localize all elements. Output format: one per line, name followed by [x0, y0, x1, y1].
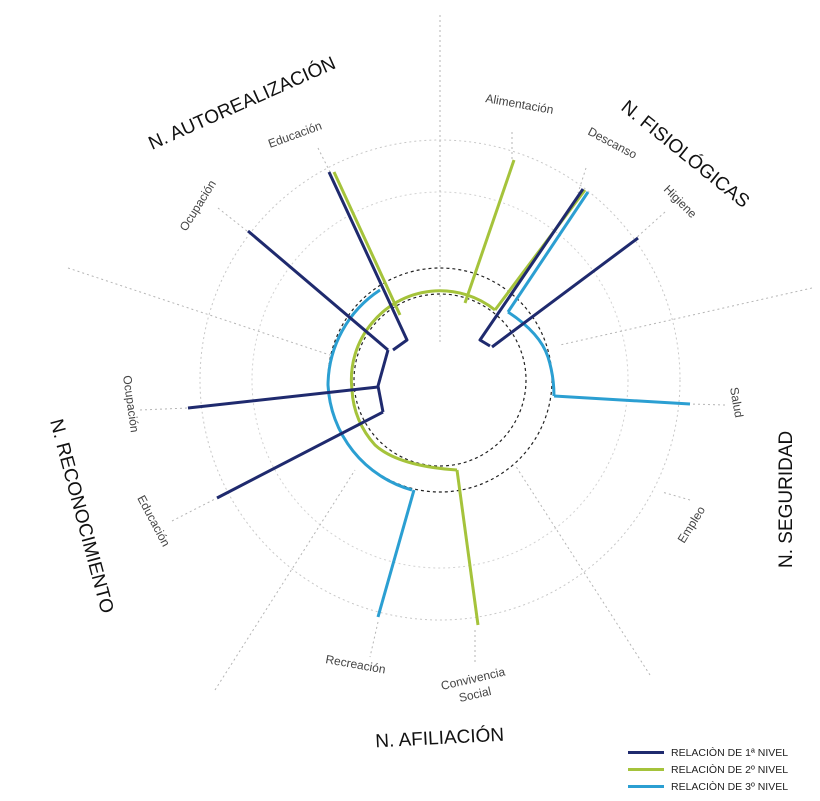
category-label-seguridad: N. SEGURIDAD	[776, 431, 797, 568]
level1-inner-arc	[376, 349, 390, 413]
legend-item-level-2: RELACIÒN DE 2º NIVEL	[628, 761, 788, 778]
level1-higiene-path	[491, 236, 639, 349]
label-educacion-autorealizacion: Educación	[266, 118, 323, 150]
level1-ocupacion-top-path	[247, 229, 389, 352]
label-ocupacion-reconocimiento: Ocupación	[120, 374, 142, 433]
level3-outer-arc	[507, 310, 556, 397]
level1-ocupacion-path	[187, 385, 379, 410]
label-salud: Salud	[727, 386, 746, 419]
guide-rings	[199, 139, 681, 621]
level3-descanso-path	[506, 191, 590, 313]
legend-label-level-1: RELACIÒN DE 1ª NIVEL	[671, 746, 789, 759]
category-label-autorealizacion: N. AUTOREALIZACIÓN	[145, 52, 339, 154]
legend-swatch-level-1	[628, 751, 664, 754]
radial-dividers	[67, 15, 813, 691]
legend-label-level-2: RELACIÒN DE 2º NIVEL	[671, 763, 789, 776]
label-ocupacion-autorealizacion: Ocupación	[177, 178, 219, 234]
legend: RELACIÒN DE 1ª NIVEL RELACIÒN DE 2º NIVE…	[628, 744, 788, 795]
level1-descanso-path	[478, 188, 585, 348]
level2-inner-arc	[349, 289, 496, 472]
category-label-reconocimiento: N. RECONOCIMIENTO	[45, 417, 117, 616]
level3-salud-path	[553, 394, 691, 406]
label-educacion-reconocimiento: Educación	[134, 493, 173, 549]
level3-recreacion-path	[376, 489, 416, 618]
label-alimentacion: Alimentación	[484, 91, 554, 117]
legend-item-level-3: RELACIÒN DE 3º NIVEL	[628, 778, 788, 795]
category-label-fisiologicas: N. FISIOLÓGICAS	[617, 96, 754, 213]
level2-educacion-path	[332, 171, 402, 316]
subcategory-labels: Alimentación Descanso Higiene Salud Empl…	[120, 91, 746, 705]
legend-swatch-level-3	[628, 785, 664, 788]
level2-alimentacion-path	[463, 159, 516, 304]
legend-label-level-3: RELACIÒN DE 3º NIVEL	[671, 780, 789, 793]
label-descanso: Descanso	[586, 124, 640, 162]
label-recreacion: Recreación	[324, 652, 386, 676]
category-label-afiliacion: N. AFILIACIÓN	[375, 724, 505, 753]
legend-swatch-level-2	[628, 768, 664, 771]
level2-convivencia-path	[455, 469, 480, 626]
label-empleo: Empleo	[675, 503, 709, 545]
label-higiene: Higiene	[661, 182, 700, 221]
level-1-connections	[187, 171, 639, 500]
level1-educacion-path	[327, 171, 409, 352]
legend-item-level-1: RELACIÒN DE 1ª NIVEL	[628, 744, 788, 761]
level1-educacion-left-path	[216, 410, 384, 500]
